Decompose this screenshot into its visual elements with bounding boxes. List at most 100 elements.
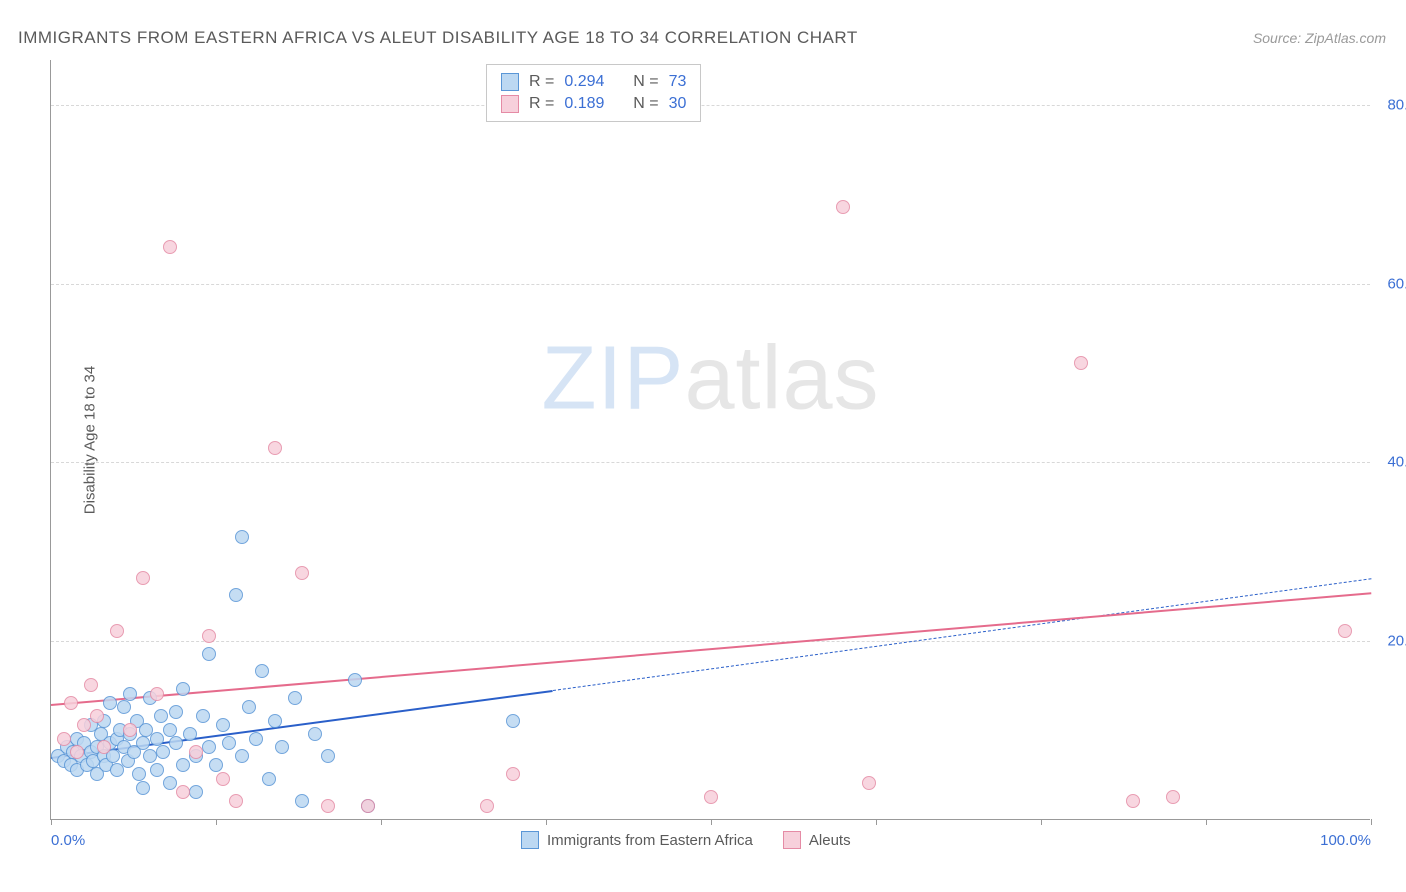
data-point-series1 — [183, 727, 197, 741]
trend-line — [51, 592, 1371, 706]
x-tick — [381, 819, 382, 825]
data-point-series2 — [704, 790, 718, 804]
data-point-series1 — [136, 781, 150, 795]
data-point-series1 — [176, 758, 190, 772]
y-tick-label: 20.0% — [1387, 633, 1406, 650]
y-axis-label: Disability Age 18 to 34 — [82, 365, 99, 513]
x-tick — [1206, 819, 1207, 825]
r-value-1: 0.294 — [564, 73, 604, 91]
data-point-series1 — [150, 763, 164, 777]
trend-line — [553, 579, 1372, 692]
data-point-series2 — [506, 767, 520, 781]
n-value-2: 30 — [669, 95, 687, 113]
legend-label-2: Aleuts — [809, 832, 851, 849]
x-tick — [711, 819, 712, 825]
data-point-series2 — [97, 740, 111, 754]
data-point-series1 — [117, 700, 131, 714]
source-prefix: Source: — [1253, 30, 1305, 46]
data-point-series1 — [216, 718, 230, 732]
chart-title: IMMIGRANTS FROM EASTERN AFRICA VS ALEUT … — [18, 28, 858, 48]
stats-legend-box: R = 0.294 N = 73 R = 0.189 N = 30 — [486, 64, 701, 122]
stats-row-series2: R = 0.189 N = 30 — [501, 93, 686, 115]
data-point-series1 — [295, 794, 309, 808]
watermark: ZIPatlas — [541, 327, 879, 430]
legend-swatch-1 — [521, 831, 539, 849]
plot-area: ZIPatlas Disability Age 18 to 34 20.0%40… — [50, 60, 1370, 820]
data-point-series1 — [249, 732, 263, 746]
data-point-series1 — [222, 736, 236, 750]
n-value-1: 73 — [669, 73, 687, 91]
data-point-series2 — [176, 785, 190, 799]
stats-row-series1: R = 0.294 N = 73 — [501, 71, 686, 93]
data-point-series1 — [154, 709, 168, 723]
data-point-series1 — [132, 767, 146, 781]
data-point-series2 — [836, 200, 850, 214]
gridline — [51, 105, 1370, 106]
data-point-series2 — [295, 566, 309, 580]
data-point-series1 — [150, 732, 164, 746]
data-point-series2 — [77, 718, 91, 732]
data-point-series1 — [163, 723, 177, 737]
n-label-1: N = — [633, 73, 658, 91]
data-point-series2 — [1338, 624, 1352, 638]
n-label-2: N = — [633, 95, 658, 113]
data-point-series2 — [1074, 356, 1088, 370]
source-attribution: Source: ZipAtlas.com — [1253, 30, 1386, 46]
data-point-series1 — [123, 687, 137, 701]
data-point-series1 — [235, 749, 249, 763]
source-name: ZipAtlas.com — [1305, 30, 1386, 46]
data-point-series2 — [123, 723, 137, 737]
data-point-series1 — [229, 588, 243, 602]
x-tick — [1041, 819, 1042, 825]
data-point-series1 — [288, 691, 302, 705]
data-point-series1 — [235, 530, 249, 544]
data-point-series2 — [136, 571, 150, 585]
r-label-1: R = — [529, 73, 554, 91]
x-tick-label: 0.0% — [51, 832, 85, 849]
data-point-series2 — [202, 629, 216, 643]
x-tick — [216, 819, 217, 825]
gridline — [51, 641, 1370, 642]
data-point-series2 — [189, 745, 203, 759]
data-point-series1 — [209, 758, 223, 772]
x-tick-label: 100.0% — [1320, 832, 1371, 849]
data-point-series2 — [361, 799, 375, 813]
data-point-series1 — [143, 749, 157, 763]
watermark-atlas: atlas — [684, 328, 879, 428]
data-point-series1 — [169, 705, 183, 719]
data-point-series1 — [196, 709, 210, 723]
gridline — [51, 284, 1370, 285]
data-point-series2 — [84, 678, 98, 692]
data-point-series1 — [189, 785, 203, 799]
data-point-series2 — [862, 776, 876, 790]
swatch-series1 — [501, 73, 519, 91]
y-tick-label: 60.0% — [1387, 275, 1406, 292]
swatch-series2 — [501, 95, 519, 113]
legend-item-2: Aleuts — [783, 831, 851, 849]
r-label-2: R = — [529, 95, 554, 113]
data-point-series2 — [229, 794, 243, 808]
data-point-series1 — [348, 673, 362, 687]
data-point-series1 — [163, 776, 177, 790]
bottom-legend: Immigrants from Eastern Africa Aleuts — [521, 831, 851, 849]
legend-swatch-2 — [783, 831, 801, 849]
legend-item-1: Immigrants from Eastern Africa — [521, 831, 753, 849]
y-tick-label: 40.0% — [1387, 454, 1406, 471]
data-point-series1 — [136, 736, 150, 750]
data-point-series2 — [150, 687, 164, 701]
data-point-series1 — [255, 664, 269, 678]
x-tick — [876, 819, 877, 825]
data-point-series1 — [202, 740, 216, 754]
data-point-series2 — [321, 799, 335, 813]
data-point-series2 — [1166, 790, 1180, 804]
data-point-series2 — [70, 745, 84, 759]
data-point-series2 — [163, 240, 177, 254]
data-point-series1 — [275, 740, 289, 754]
data-point-series1 — [103, 696, 117, 710]
data-point-series1 — [156, 745, 170, 759]
data-point-series1 — [262, 772, 276, 786]
y-tick-label: 80.0% — [1387, 96, 1406, 113]
data-point-series2 — [216, 772, 230, 786]
x-tick — [51, 819, 52, 825]
data-point-series1 — [308, 727, 322, 741]
